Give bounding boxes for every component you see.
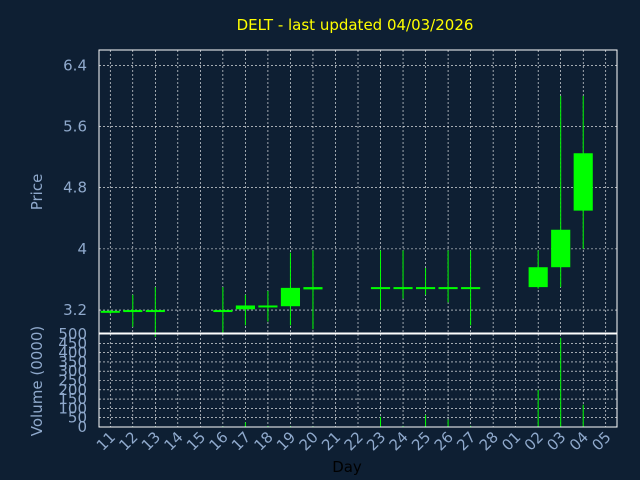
volume-tick-label: 150 — [58, 390, 87, 408]
price-tick-label: 4 — [77, 240, 87, 258]
volume-grid — [99, 333, 617, 428]
volume-tick-label: 500 — [58, 325, 87, 343]
volume-panel-frame — [98, 333, 618, 428]
volume-tick-label: 300 — [58, 362, 87, 380]
volume-tick-label: 450 — [58, 334, 87, 352]
candle-body — [415, 287, 436, 290]
candles-layer — [100, 95, 593, 337]
candle-body — [393, 287, 413, 290]
volume-bars-layer — [109, 337, 584, 427]
candle-body — [303, 287, 323, 290]
tick-labels-layer: 3.244.85.66.4050100150200250300350400450… — [58, 56, 614, 454]
chart-title: DELT - last updated 04/03/2026 — [237, 16, 474, 34]
price-tick-label: 3.2 — [63, 301, 87, 319]
candle-body — [100, 310, 120, 313]
x-axis-label: Day — [332, 458, 362, 476]
candle-body — [145, 310, 165, 313]
candle-body — [438, 287, 458, 290]
volume-axis-label: Volume (0000) — [28, 326, 46, 436]
price-grid — [99, 50, 617, 333]
price-axis-label: Price — [28, 174, 46, 211]
price-tick-label: 6.4 — [63, 56, 87, 74]
candle-body — [370, 287, 391, 290]
candle-body — [461, 287, 481, 290]
candle-body — [213, 310, 233, 313]
volume-tick-label: 350 — [58, 353, 87, 371]
candle-body — [528, 267, 548, 288]
price-panel-frame — [98, 49, 618, 334]
volume-tick-label: 50 — [68, 409, 87, 427]
volume-tick-label: 100 — [58, 399, 87, 417]
candle-body — [573, 153, 593, 211]
candle-body — [235, 305, 255, 310]
volume-tick-label: 400 — [58, 344, 87, 362]
candle-body — [280, 287, 301, 307]
volume-tick-label: 250 — [58, 372, 87, 390]
candle-body — [123, 310, 143, 313]
x-tick-label: 05 — [588, 428, 614, 454]
candle-body — [258, 305, 278, 308]
price-tick-label: 5.6 — [63, 117, 87, 135]
volume-tick-label: 200 — [58, 381, 87, 399]
candle-body — [551, 229, 571, 268]
price-tick-label: 4.8 — [63, 179, 87, 197]
volume-tick-label: 0 — [77, 418, 87, 436]
